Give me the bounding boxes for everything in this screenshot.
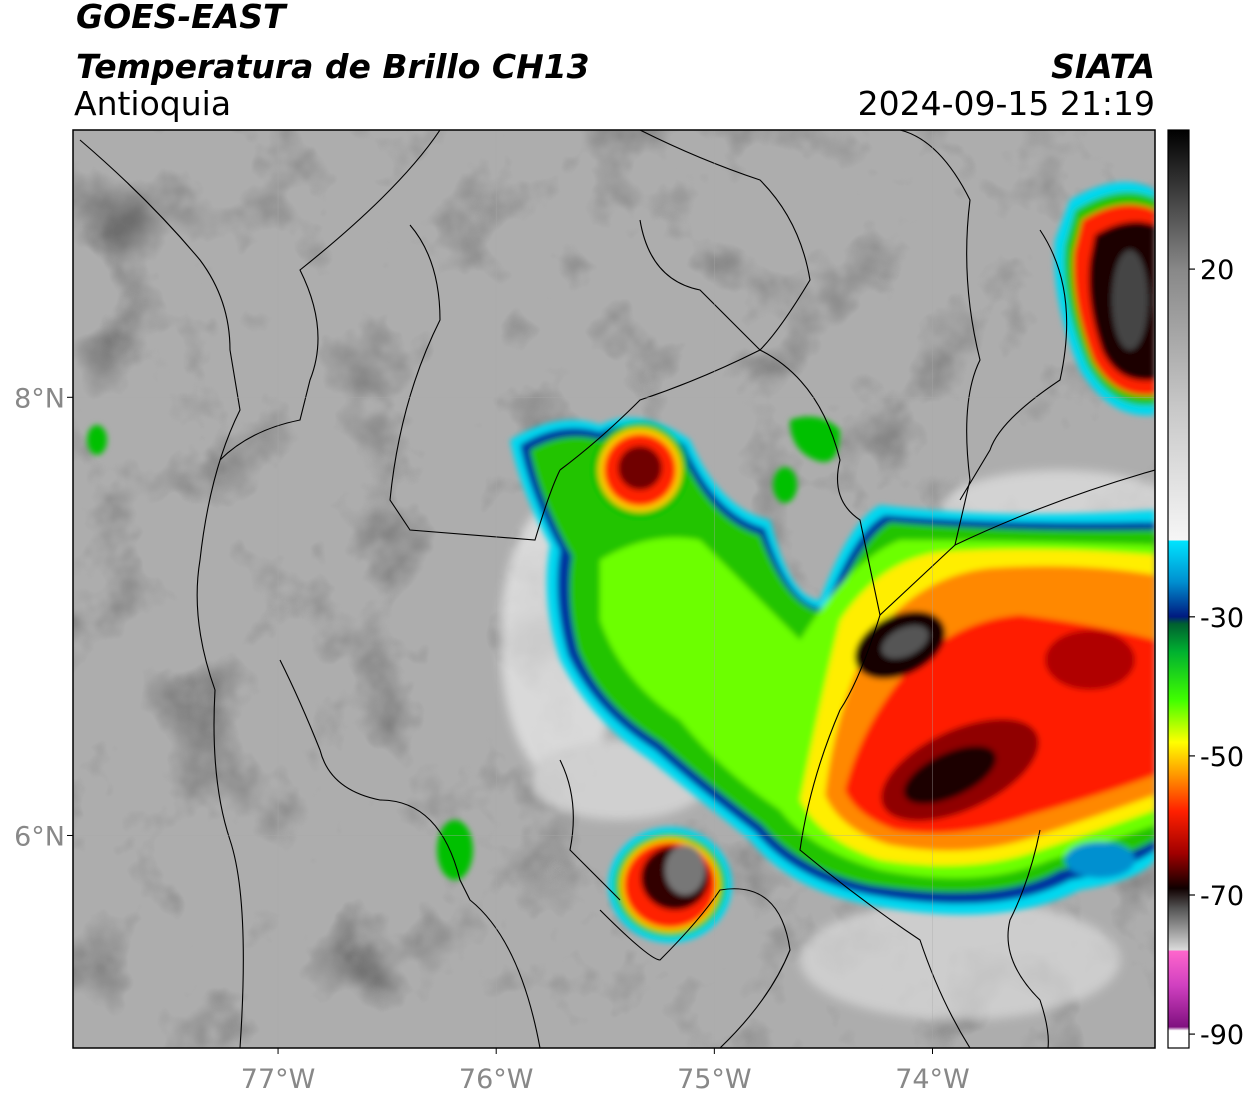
y-tick-label: 8°N xyxy=(14,383,65,414)
colorbar-tick-label: -50 xyxy=(1200,742,1244,773)
grid xyxy=(73,130,1155,1048)
x-tick-label: 76°W xyxy=(459,1064,534,1095)
storm-cells xyxy=(87,182,1155,943)
colorbar-tick-label: -90 xyxy=(1200,1020,1244,1051)
colorbar-tick-label: -70 xyxy=(1200,881,1244,912)
x-tick-label: 77°W xyxy=(241,1064,316,1095)
source: SIATA xyxy=(1051,47,1155,86)
title: GOES-EAST xyxy=(76,0,288,36)
map-image xyxy=(73,130,1155,1048)
x-tick-label: 75°W xyxy=(677,1064,752,1095)
x-tick-label: 74°W xyxy=(895,1064,970,1095)
borders xyxy=(79,130,1155,1048)
map-frame xyxy=(72,129,1156,1049)
subtitle: Temperatura de Brillo CH13 xyxy=(76,47,590,86)
colorbar-tick-label: 20 xyxy=(1200,255,1234,286)
region: Antioquia xyxy=(74,84,231,123)
y-tick-label: 6°N xyxy=(14,821,65,852)
timestamp: 2024-09-15 21:19 xyxy=(858,84,1155,123)
colorbar xyxy=(1167,129,1190,1049)
colorbar-tick-label: -30 xyxy=(1200,603,1244,634)
